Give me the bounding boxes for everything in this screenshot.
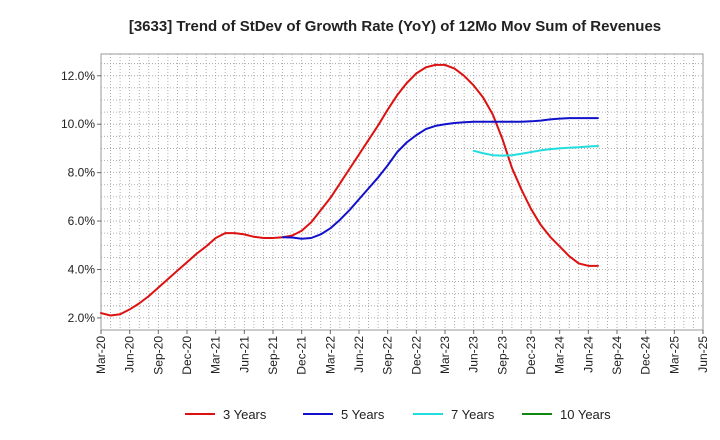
x-tick-label: Dec-24 [639,336,653,375]
x-tick-label: Jun-23 [467,336,481,373]
y-axis: 2.0% 4.0% 6.0% 8.0% 10.0% 12.0% [61,69,101,325]
x-tick-label: Mar-21 [209,336,223,374]
x-tick-label: Jun-21 [237,336,251,373]
x-tick-label: Mar-24 [553,336,567,374]
series-lines [100,63,599,317]
x-tick-label: Jun-25 [696,336,710,373]
legend-label-3-years: 3 Years [223,407,267,422]
x-tick-label: Dec-21 [295,336,309,375]
y-tick-label: 8.0% [68,166,96,180]
series-line-3-years [100,63,599,317]
x-tick-label: Jun-24 [581,336,595,373]
x-tick-label: Jun-22 [352,336,366,373]
y-tick-label: 6.0% [68,214,96,228]
series-line-5-years [281,117,599,240]
y-tick-label: 2.0% [68,311,96,325]
y-tick-label: 10.0% [61,117,95,131]
x-tick-label: Sep-23 [495,336,509,375]
x-tick-label: Mar-23 [438,336,452,374]
y-tick-label: 4.0% [68,262,96,276]
x-tick-label: Sep-22 [381,336,395,375]
legend-label-10-years: 10 Years [560,407,611,422]
y-tick-label: 12.0% [61,69,95,83]
x-tick-label: Dec-20 [180,336,194,375]
legend-label-5-years: 5 Years [341,407,385,422]
x-tick-label: Jun-20 [123,336,137,373]
x-tick-label: Sep-24 [610,336,624,375]
x-tick-label: Mar-22 [323,336,337,374]
x-tick-label: Mar-25 [667,336,681,374]
legend: 3 Years 5 Years 7 Years 10 Years [185,407,611,422]
plot-area [100,53,704,331]
x-tick-label: Dec-22 [409,336,423,375]
legend-label-7-years: 7 Years [451,407,495,422]
series-line-7-years [472,145,599,157]
grid-lines [101,54,703,330]
chart-title: [3633] Trend of StDev of Growth Rate (Yo… [129,18,661,35]
x-tick-label: Dec-23 [524,336,538,375]
x-axis: Mar-20 Jun-20 Sep-20 Dec-20 Mar-21 Jun-21 Sep-… [94,330,710,375]
x-tick-label: Sep-21 [266,336,280,375]
x-tick-label: Sep-20 [151,336,165,375]
x-tick-label: Mar-20 [94,336,108,374]
